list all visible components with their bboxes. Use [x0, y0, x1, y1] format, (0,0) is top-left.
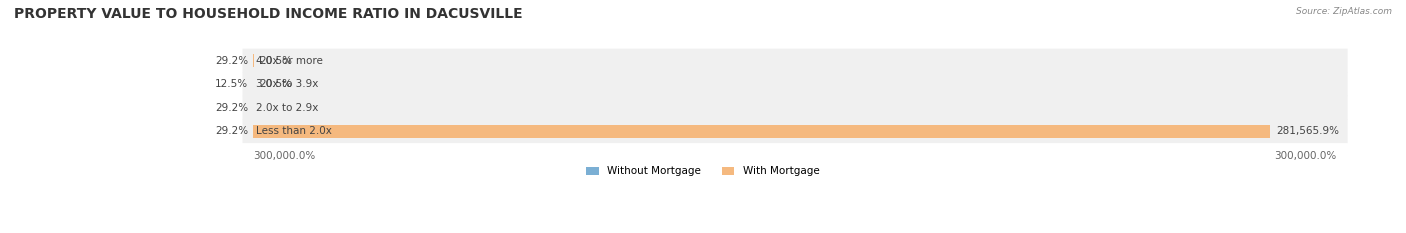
Text: 281,565.9%: 281,565.9%: [1275, 126, 1339, 136]
FancyBboxPatch shape: [242, 96, 1348, 120]
Text: PROPERTY VALUE TO HOUSEHOLD INCOME RATIO IN DACUSVILLE: PROPERTY VALUE TO HOUSEHOLD INCOME RATIO…: [14, 7, 523, 21]
Text: 29.2%: 29.2%: [215, 103, 247, 113]
Bar: [253, 125, 1271, 138]
Text: Less than 2.0x: Less than 2.0x: [256, 126, 332, 136]
Text: 2.0x to 2.9x: 2.0x to 2.9x: [256, 103, 318, 113]
Text: 29.2%: 29.2%: [215, 56, 247, 66]
FancyBboxPatch shape: [242, 72, 1348, 96]
Legend: Without Mortgage, With Mortgage: Without Mortgage, With Mortgage: [582, 162, 824, 181]
Text: 20.5%: 20.5%: [259, 79, 292, 89]
Text: 300,000.0%: 300,000.0%: [253, 151, 315, 161]
FancyBboxPatch shape: [242, 49, 1348, 73]
Text: 12.5%: 12.5%: [215, 79, 247, 89]
Text: 3.0x to 3.9x: 3.0x to 3.9x: [256, 79, 318, 89]
Text: 300,000.0%: 300,000.0%: [1275, 151, 1337, 161]
Text: Source: ZipAtlas.com: Source: ZipAtlas.com: [1296, 7, 1392, 16]
FancyBboxPatch shape: [242, 119, 1348, 143]
Text: 20.5%: 20.5%: [259, 56, 292, 66]
Text: 4.0x or more: 4.0x or more: [256, 56, 322, 66]
Text: 29.2%: 29.2%: [215, 126, 247, 136]
